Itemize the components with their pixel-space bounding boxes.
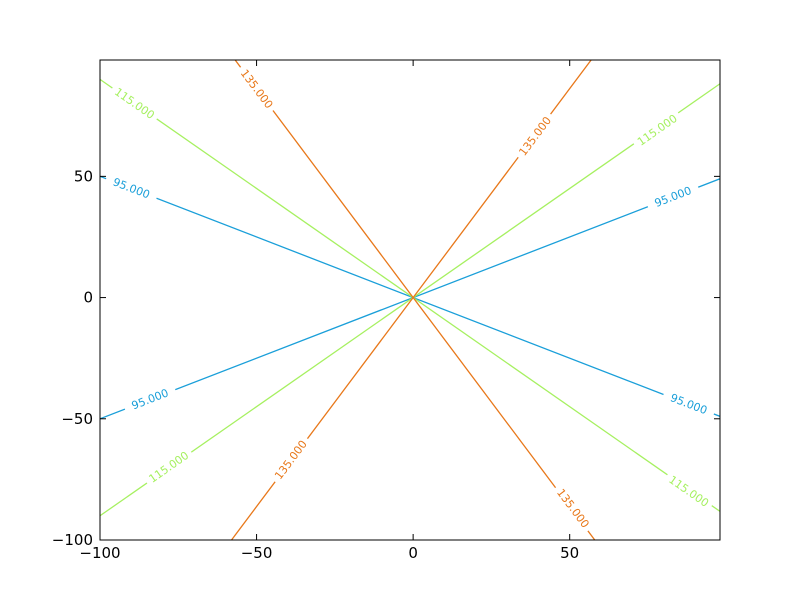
y-tick-label: −50 (61, 410, 93, 428)
contour-lines (100, 60, 720, 540)
contour-line-0-0 (100, 178, 720, 420)
y-tick-label: −100 (52, 531, 93, 549)
x-tick-label: −50 (241, 544, 273, 562)
x-tick-label: 50 (560, 544, 579, 562)
axis-tick-labels: −100 −50 0 50 −100 −50 0 50 (52, 167, 579, 562)
y-tick-label: 0 (83, 289, 93, 307)
axis-ticks (99, 60, 720, 541)
x-tick-label: 0 (408, 544, 418, 562)
plot-frame (99, 59, 721, 541)
x-tick-label: −100 (79, 544, 120, 562)
contour-line-2-1 (234, 60, 596, 540)
contour-line-1-1 (100, 78, 720, 512)
contour-line-0-1 (100, 175, 720, 417)
y-tick-label: 50 (74, 167, 93, 185)
contour-line-1-0 (100, 83, 720, 517)
